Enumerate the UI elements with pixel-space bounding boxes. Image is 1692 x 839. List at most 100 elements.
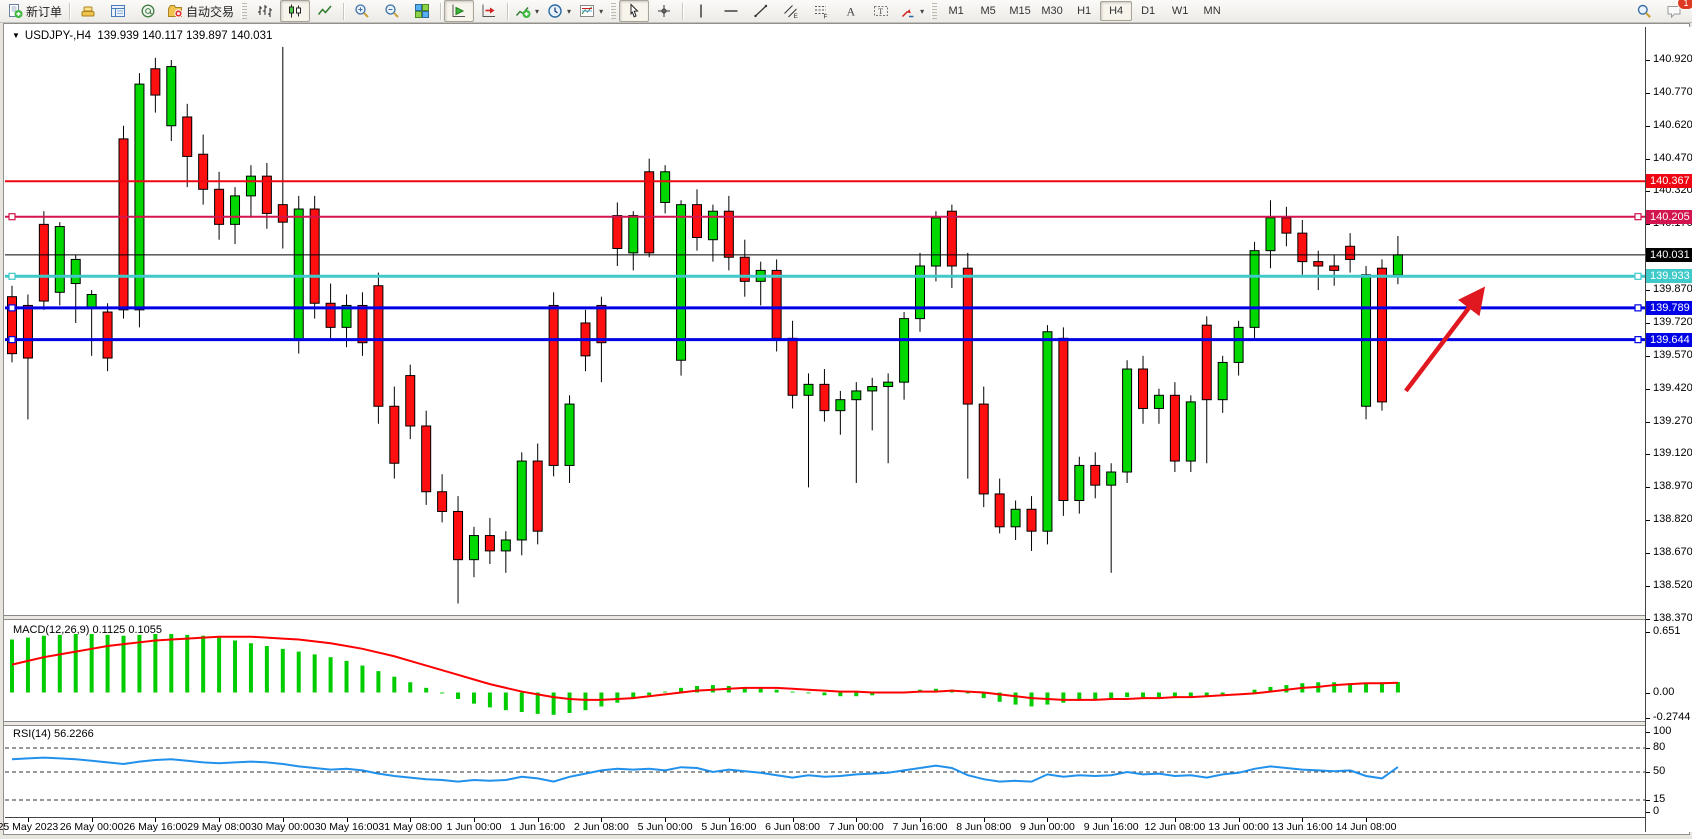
rsi-scale-15: 15 bbox=[1653, 793, 1666, 805]
candle-body bbox=[612, 215, 623, 249]
vertical-line-button[interactable] bbox=[686, 0, 716, 22]
time-axis-label: 9 Jun 00:00 bbox=[1019, 821, 1075, 833]
chart-window[interactable] bbox=[3, 23, 1690, 835]
line-chart-button[interactable] bbox=[310, 0, 340, 22]
auto-scroll-button[interactable] bbox=[444, 0, 475, 22]
zoom-in-icon bbox=[354, 3, 370, 19]
tab-timeframe-m5[interactable]: M5 bbox=[972, 1, 1004, 21]
time-axis-label: 13 Jun 16:00 bbox=[1271, 821, 1333, 833]
text-label-button[interactable]: T bbox=[866, 0, 896, 22]
fibonacci-button[interactable]: F bbox=[806, 0, 836, 22]
crosshair-button[interactable] bbox=[649, 0, 679, 22]
market-watch-button[interactable] bbox=[73, 0, 103, 22]
cursor-button[interactable] bbox=[619, 0, 650, 22]
time-axis[interactable]: 25 May 2023 26 May 00:00 26 May 16:00 29 Ma… bbox=[0, 817, 1645, 833]
auto-scroll-icon bbox=[451, 3, 467, 19]
candle-body bbox=[691, 204, 702, 239]
crosshair-icon bbox=[656, 3, 672, 19]
time-axis-label: 26 May 16:00 bbox=[123, 821, 188, 833]
candle-body bbox=[1185, 401, 1196, 462]
arrows-button[interactable]: ▾ bbox=[896, 0, 928, 22]
candle-body bbox=[644, 171, 655, 254]
search-button[interactable] bbox=[1629, 0, 1659, 22]
panel-splitter[interactable] bbox=[4, 615, 1692, 620]
tab-timeframe-m30[interactable]: M30 bbox=[1036, 1, 1068, 21]
price-line-label-140.367: 140.367 bbox=[1646, 174, 1692, 189]
svg-text:E: E bbox=[794, 13, 799, 19]
price-axis[interactable]: 140.920140.770140.620140.470140.320140.1… bbox=[1645, 27, 1692, 832]
autotrading-button[interactable]: 自动交易 bbox=[163, 0, 238, 22]
arrows-icon bbox=[900, 3, 916, 19]
line-handle[interactable] bbox=[1634, 272, 1642, 280]
tab-timeframe-m15[interactable]: M15 bbox=[1004, 1, 1036, 21]
zoom-in-button[interactable] bbox=[347, 0, 377, 22]
text-button[interactable]: A bbox=[836, 0, 866, 22]
time-tick bbox=[601, 818, 603, 822]
macd-signal-line bbox=[11, 635, 1398, 701]
navigator-icon bbox=[140, 3, 156, 19]
line-handle[interactable] bbox=[1634, 336, 1642, 344]
axis-tick bbox=[1646, 421, 1650, 423]
tab-timeframe-h1[interactable]: H1 bbox=[1068, 1, 1100, 21]
candle-body bbox=[500, 539, 511, 552]
navigator-button[interactable] bbox=[133, 0, 163, 22]
rsi-label: RSI(14) 56.2266 bbox=[13, 728, 94, 740]
tab-timeframe-h4-label: H4 bbox=[1109, 5, 1124, 17]
candle-body bbox=[38, 223, 49, 302]
time-tick bbox=[282, 818, 284, 822]
candle-body bbox=[1281, 217, 1292, 234]
tab-timeframe-d1[interactable]: D1 bbox=[1132, 1, 1164, 21]
data-window-button[interactable] bbox=[103, 0, 133, 22]
trend-arrow-annotation[interactable] bbox=[1404, 286, 1486, 393]
candle-body bbox=[437, 491, 448, 512]
line-handle[interactable] bbox=[1634, 304, 1642, 312]
panel-splitter[interactable] bbox=[4, 721, 1692, 726]
axis-tick bbox=[1646, 224, 1650, 226]
time-tick bbox=[155, 818, 157, 822]
tab-timeframe-m1[interactable]: M1 bbox=[940, 1, 972, 21]
tile-windows-button[interactable] bbox=[407, 0, 437, 22]
one-click-trading-icon[interactable]: ▼ bbox=[12, 31, 20, 40]
toolbar-separator bbox=[682, 2, 684, 20]
candlestick-chart-button[interactable] bbox=[280, 0, 311, 22]
chart-shift-button[interactable] bbox=[474, 0, 504, 22]
candle-body bbox=[102, 311, 113, 359]
periods-button[interactable]: ▾ bbox=[543, 0, 575, 22]
candle-body bbox=[7, 296, 17, 355]
bar-chart-button[interactable] bbox=[250, 0, 280, 22]
candlestick-chart[interactable] bbox=[5, 27, 1645, 615]
line-handle[interactable] bbox=[8, 304, 16, 312]
axis-tick bbox=[1646, 92, 1650, 94]
candle-body bbox=[660, 171, 671, 203]
candle-body bbox=[453, 510, 464, 561]
axis-tick bbox=[1646, 772, 1650, 773]
time-tick bbox=[728, 818, 730, 822]
line-handle[interactable] bbox=[8, 336, 16, 344]
candle-body bbox=[1090, 464, 1101, 486]
tab-timeframe-mn[interactable]: MN bbox=[1196, 1, 1228, 21]
candle-body bbox=[309, 208, 320, 304]
templates-icon bbox=[579, 3, 595, 19]
candle-body bbox=[628, 215, 639, 254]
tab-timeframe-h4[interactable]: H4 bbox=[1100, 1, 1133, 21]
time-axis-label: 31 May 08:00 bbox=[378, 821, 443, 833]
new-order-button[interactable]: 新订单 bbox=[3, 0, 66, 22]
zoom-out-button[interactable] bbox=[377, 0, 407, 22]
text-icon: A bbox=[843, 3, 859, 19]
candle-body bbox=[819, 383, 830, 412]
indicators-button[interactable]: ▾ bbox=[511, 0, 543, 22]
candle-body bbox=[1122, 368, 1133, 473]
trendline-button[interactable] bbox=[746, 0, 776, 22]
new-order-icon bbox=[7, 3, 23, 19]
templates-button[interactable]: ▾ bbox=[575, 0, 607, 22]
equidistant-channel-button[interactable]: E bbox=[776, 0, 806, 22]
macd-scale-0.00: 0.00 bbox=[1653, 685, 1675, 698]
tab-timeframe-w1[interactable]: W1 bbox=[1164, 1, 1196, 21]
macd-panel[interactable] bbox=[5, 620, 1645, 721]
line-handle[interactable] bbox=[1634, 213, 1642, 221]
horizontal-line-button[interactable] bbox=[716, 0, 746, 22]
time-tick bbox=[920, 818, 921, 822]
rsi-panel[interactable] bbox=[5, 726, 1645, 817]
line-handle[interactable] bbox=[8, 213, 16, 221]
line-handle[interactable] bbox=[8, 272, 16, 280]
